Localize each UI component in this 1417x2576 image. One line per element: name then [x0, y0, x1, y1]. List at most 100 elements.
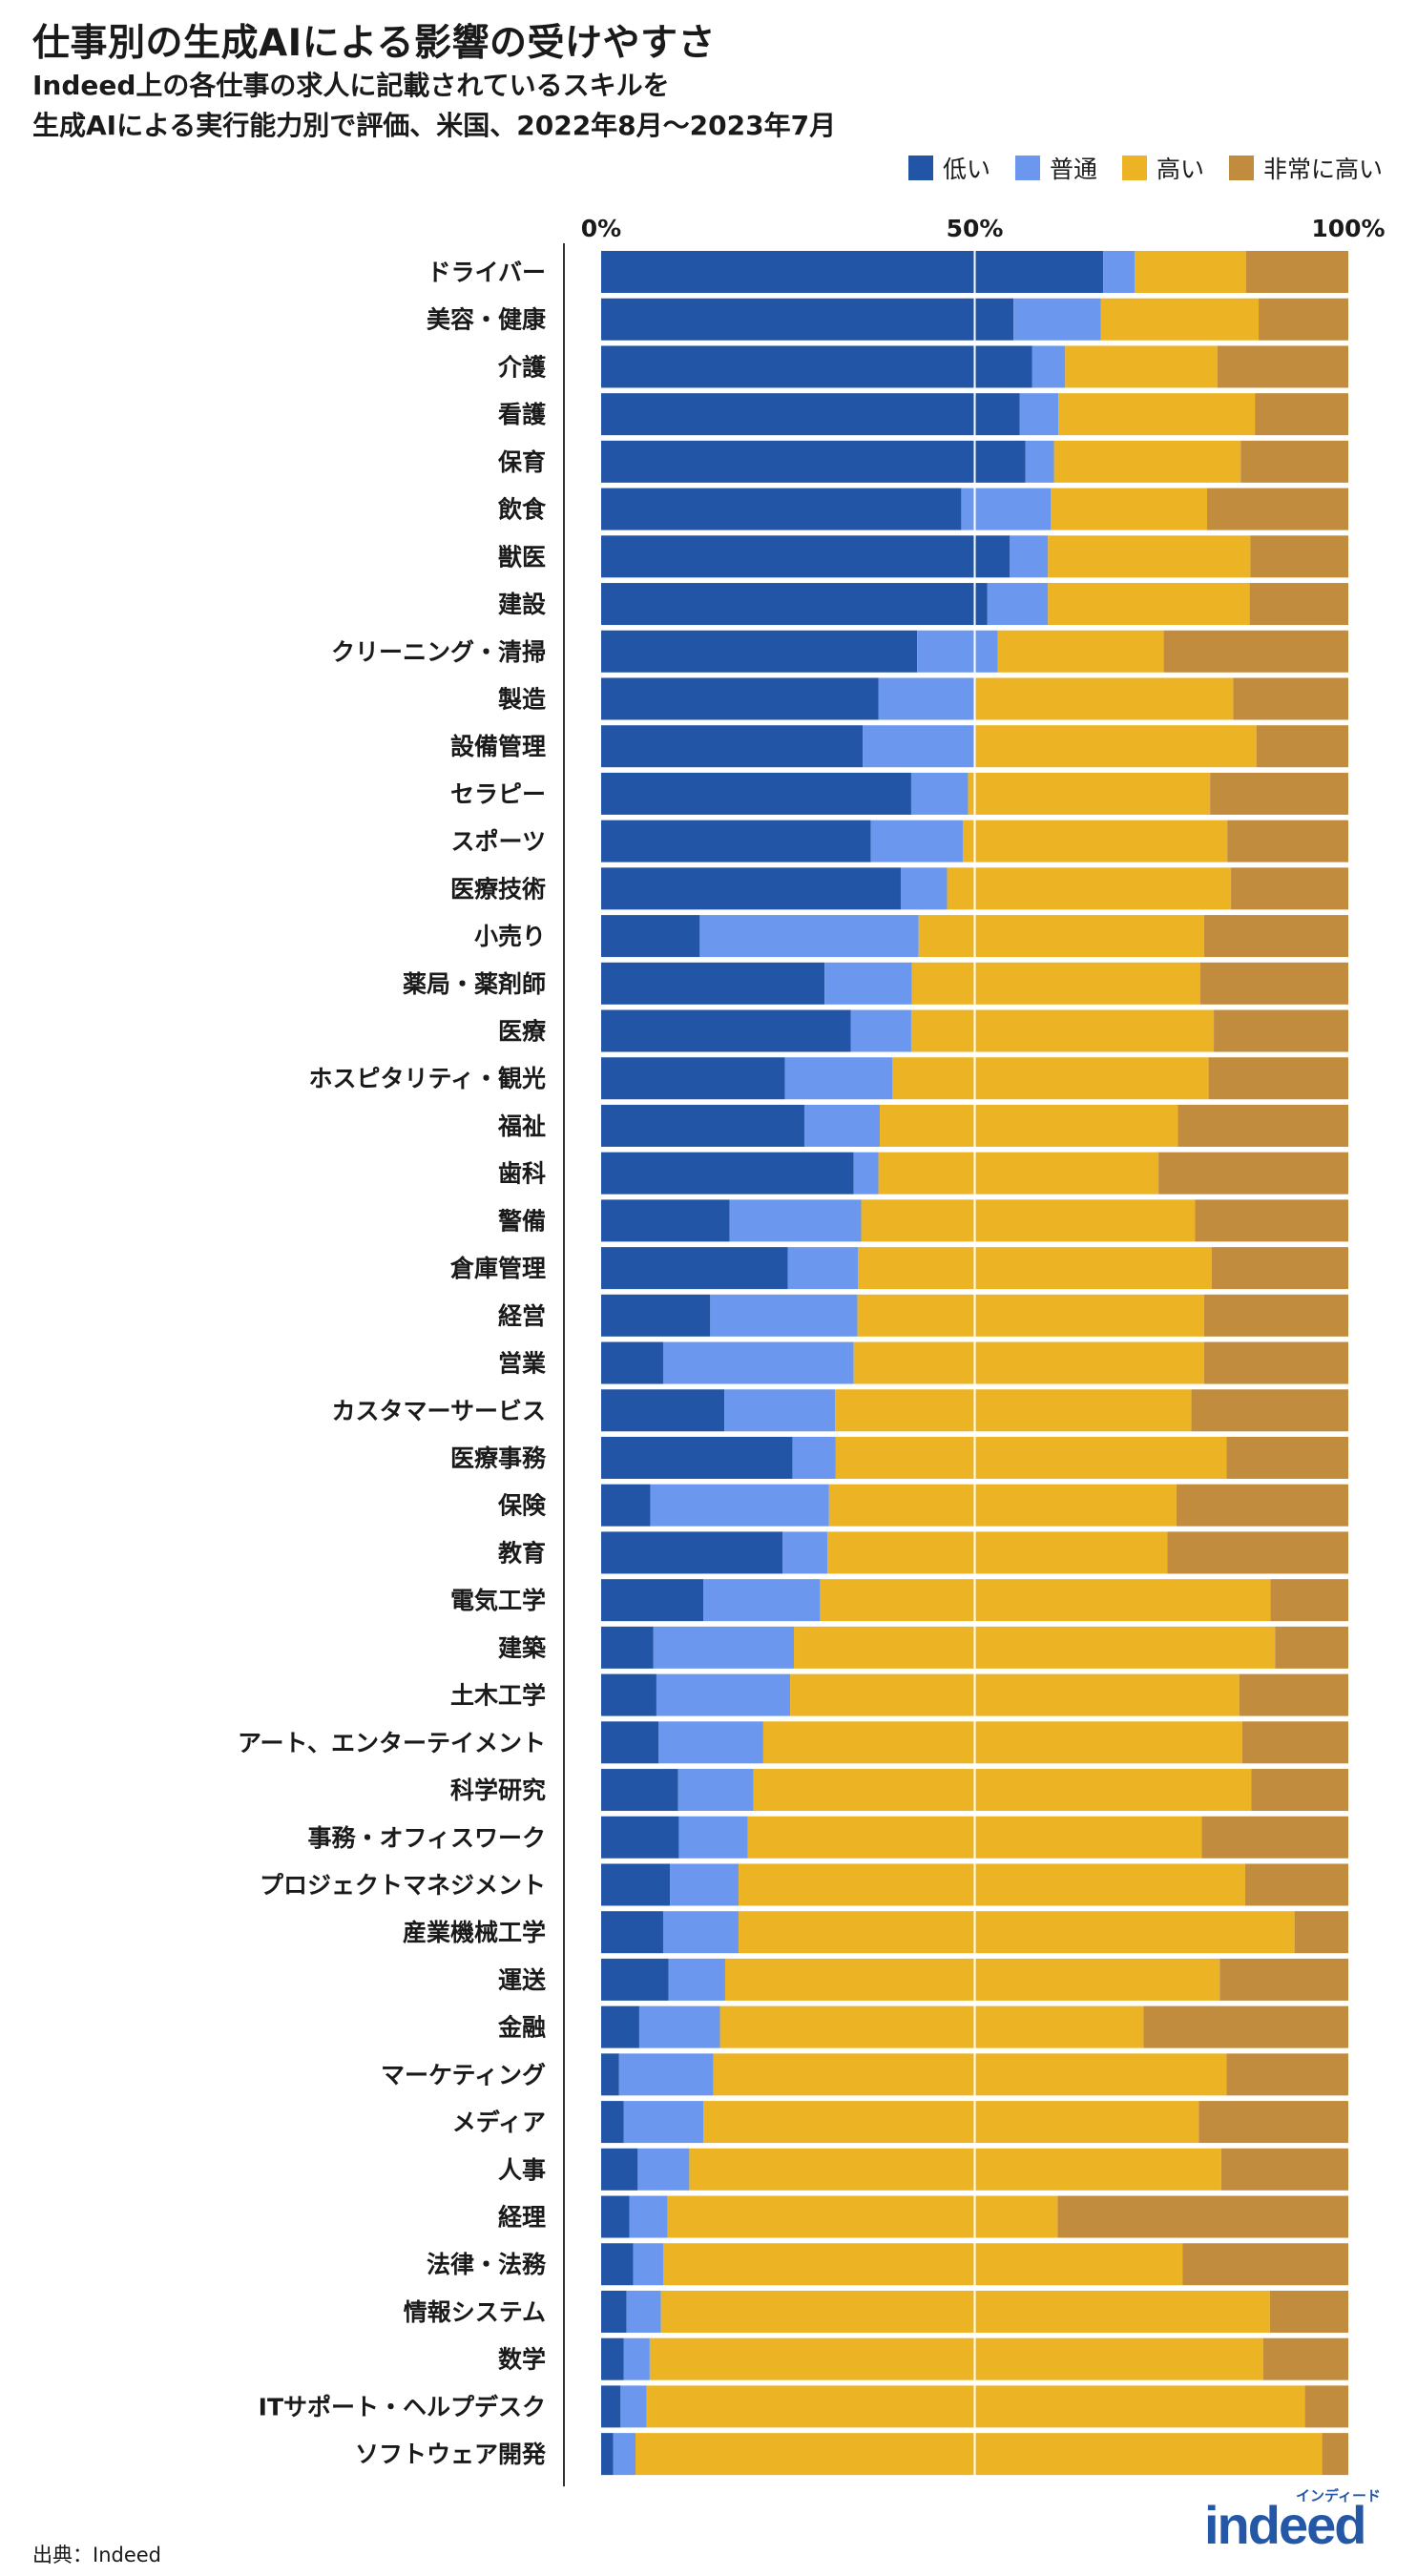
bar-segment-very-high: [1226, 1437, 1348, 1479]
category-label: 医療技術: [450, 875, 546, 903]
bar-segment-very-high: [1239, 1673, 1348, 1716]
bar-segment-medium: [658, 1721, 763, 1764]
bar-segment-high: [1051, 488, 1208, 530]
bar-segment-medium: [623, 2337, 650, 2380]
bar-segment-medium: [917, 630, 998, 673]
bar-segment-low: [601, 2385, 621, 2428]
category-label: 経理: [498, 2204, 546, 2232]
bar-segment-very-high: [1233, 677, 1348, 720]
bar-segment-medium: [900, 867, 948, 910]
bar-segment-low: [601, 915, 700, 958]
category-label: 人事: [498, 2156, 546, 2184]
bar-segment-low: [601, 1911, 663, 1954]
bar-segment-medium: [678, 1816, 748, 1859]
bar-segment-high: [880, 1104, 1178, 1147]
bar-segment-high: [1053, 440, 1241, 483]
bar-segment-medium: [784, 1057, 893, 1100]
legend-item-high: 高い: [1121, 151, 1204, 185]
category-label: ソフトウェア開発: [355, 2441, 547, 2468]
bar-segment-low: [601, 962, 825, 1005]
bar-segment-high: [739, 1911, 1295, 1954]
bar-segment-medium: [710, 1294, 858, 1337]
category-label: ITサポート・ヘルプデスク: [259, 2393, 546, 2420]
category-label: 情報システム: [404, 2298, 546, 2326]
bar-segment-medium: [633, 2243, 663, 2286]
legend-item-medium: 普通: [1014, 151, 1097, 185]
category-label: 倉庫管理: [449, 1255, 546, 1282]
chart-subtitle-line2: 生成AIによる実行能力別で評価、米国、2022年8月〜2023年7月: [32, 110, 837, 141]
bar-segment-low: [601, 2053, 619, 2096]
category-label: 営業: [498, 1350, 546, 1378]
bar-segment-very-high: [1219, 1958, 1348, 2001]
bar-segment-very-high: [1203, 1294, 1348, 1337]
bar-segment-low: [601, 1721, 659, 1764]
bar-segment-low: [601, 440, 1026, 483]
bar-segment-low: [601, 2433, 614, 2476]
bar-segment-very-high: [1203, 1341, 1348, 1384]
bar-segment-medium: [870, 820, 963, 862]
bar-segment-very-high: [1198, 2101, 1348, 2144]
bar-segment-medium: [629, 2195, 668, 2238]
bar-segment-medium: [626, 2290, 661, 2333]
bar-segment-very-high: [1256, 725, 1348, 768]
bar-segment-very-high: [1167, 1531, 1348, 1574]
category-label: 薬局・薬剤師: [403, 970, 546, 998]
bar-segment-medium: [613, 2433, 636, 2476]
bar-segment-high: [820, 1579, 1271, 1622]
bar-segment-very-high: [1210, 772, 1348, 815]
category-label: 歯科: [498, 1160, 546, 1188]
bar-segment-low: [601, 1769, 678, 1812]
bar-segment-high: [858, 1247, 1212, 1290]
bar-segment-high: [703, 2101, 1199, 2144]
bar-segment-low: [601, 1437, 793, 1479]
bar-segment-high: [911, 962, 1200, 1005]
bar-segment-low: [601, 2101, 624, 2144]
bar-segment-medium: [961, 488, 1052, 530]
bar-segment-medium: [863, 725, 975, 768]
bar-segment-medium: [653, 1626, 795, 1669]
bar-segment-medium: [677, 1769, 754, 1812]
bar-segment-very-high: [1220, 2148, 1348, 2191]
bar-segment-high: [974, 677, 1234, 720]
bar-segment-very-high: [1158, 1152, 1348, 1195]
bar-segment-high: [724, 1958, 1220, 2001]
bar-segment-low: [601, 820, 871, 862]
indeed-logo: インディード indeed: [1204, 2485, 1395, 2554]
bar-segment-high: [947, 867, 1232, 910]
bar-segment-high: [857, 1294, 1204, 1337]
bar-segment-very-high: [1240, 440, 1348, 483]
category-label: プロジェクトマネジメント: [260, 1871, 546, 1899]
category-label: 福祉: [497, 1112, 546, 1140]
bar-segment-high: [762, 1721, 1242, 1764]
legend-label-very-high: 非常に高い: [1262, 156, 1383, 183]
bar-segment-low: [601, 1104, 804, 1147]
bar-segment-high: [835, 1389, 1192, 1432]
logo-wordmark: indeed: [1204, 2495, 1366, 2555]
source-note: 出典：Indeed: [32, 2544, 162, 2566]
bar-segment-low: [601, 298, 1014, 341]
bar-segment-medium: [638, 2005, 720, 2048]
legend-swatch-high: [1121, 156, 1147, 180]
bar-segment-low: [601, 1673, 656, 1716]
legend-label-low: 低い: [942, 156, 990, 183]
bar-segment-very-high: [1226, 2053, 1348, 2096]
x-tick-label: 100%: [1311, 215, 1385, 242]
bar-segment-medium: [853, 1152, 879, 1195]
category-label: メディア: [452, 2109, 546, 2136]
bar-segment-medium: [1103, 251, 1136, 293]
bar-segment-high: [660, 2290, 1270, 2333]
bar-segment-low: [601, 1152, 854, 1195]
bar-segment-low: [601, 2337, 624, 2380]
bar-segment-medium: [1025, 440, 1054, 483]
category-label: 設備管理: [450, 733, 546, 760]
bar-segment-high: [1058, 393, 1256, 436]
category-label: 建設: [498, 591, 547, 618]
category-label: 獣医: [498, 543, 546, 571]
bar-segment-very-high: [1294, 1911, 1348, 1954]
bar-segment-very-high: [1245, 251, 1348, 293]
bar-segment-very-high: [1217, 345, 1348, 388]
category-label: クリーニング・清掃: [331, 638, 546, 666]
bar-segment-high: [1135, 251, 1246, 293]
bar-segment-high: [753, 1769, 1252, 1812]
